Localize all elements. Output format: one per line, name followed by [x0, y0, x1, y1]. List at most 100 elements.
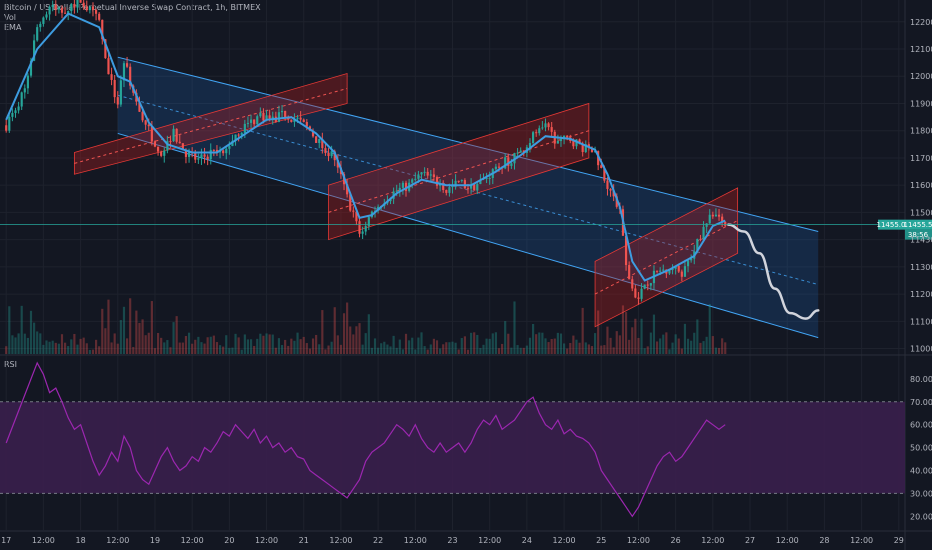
volume-bar	[609, 337, 612, 354]
volume-bar	[82, 337, 85, 354]
countdown-label: 38:56	[908, 231, 929, 239]
candle-body	[67, 11, 70, 14]
ema-line	[5, 12, 726, 282]
volume-bar	[569, 342, 572, 354]
volume-bar	[336, 335, 339, 354]
candle-body	[42, 17, 45, 24]
candle-body	[36, 27, 39, 41]
candle-body	[649, 283, 652, 286]
volume-bar	[110, 342, 113, 354]
volume-bar	[11, 335, 14, 354]
candle-body	[435, 177, 439, 186]
candle-body	[169, 141, 172, 143]
volume-bar	[404, 333, 408, 354]
volume-bar	[107, 299, 110, 354]
volume-bar	[194, 339, 197, 354]
volume-bar	[113, 333, 116, 354]
volume-bar	[482, 344, 485, 354]
candle-body	[116, 97, 119, 105]
volume-bar	[578, 342, 581, 354]
candle-body	[336, 160, 339, 168]
volume-bar	[132, 347, 135, 354]
candle-body	[414, 178, 417, 180]
volume-bar	[395, 347, 398, 354]
candle-body	[346, 184, 349, 195]
rsi-tick-label: 50.00	[910, 444, 932, 453]
volume-label: Vol	[4, 13, 16, 22]
volume-bar	[680, 348, 683, 354]
time-axis[interactable]: 17 12:00 18 12:00 19 12:00 20 12:00 21 12:00 22 12:…	[1, 536, 904, 545]
candle-body	[327, 152, 330, 157]
candle-body	[683, 266, 687, 277]
candle-body	[538, 128, 541, 134]
candle-body	[172, 128, 175, 142]
candle-body	[246, 122, 250, 124]
volume-bar	[686, 338, 690, 354]
candle-body	[265, 115, 268, 121]
volume-bar	[618, 335, 621, 354]
volume-bar	[73, 333, 76, 354]
volume-bar	[655, 341, 659, 354]
volume-bar	[640, 318, 643, 354]
candle-body	[628, 265, 631, 280]
volume-bar	[215, 342, 219, 354]
volume-bar	[231, 347, 234, 354]
candle-body	[578, 139, 581, 144]
candle-body	[333, 151, 336, 161]
volume-bar	[94, 339, 98, 354]
volume-bar	[20, 305, 23, 354]
volume-bar	[634, 318, 637, 354]
volume-bar	[203, 343, 206, 354]
volume-bar	[668, 349, 671, 354]
candle-body	[76, 0, 79, 8]
volume-bar	[600, 345, 603, 354]
price-axis[interactable]: 11000.0 11100.0 11200.0 11300.0 11430.0 11500…	[910, 18, 932, 521]
candle-body	[702, 226, 705, 240]
price-tick-label: 11800.0	[910, 127, 932, 136]
candle-body	[153, 141, 157, 147]
candle-body	[659, 270, 662, 272]
candle-body	[550, 127, 553, 132]
candle-body	[624, 235, 628, 266]
candle-body	[184, 149, 188, 157]
time-tick-label: 12:00	[478, 536, 501, 545]
candle-body	[609, 188, 612, 191]
volume-bar	[442, 344, 445, 354]
candle-body	[516, 152, 519, 154]
volume-bar	[144, 335, 147, 354]
volume-bar	[122, 306, 126, 354]
candle-body	[287, 117, 290, 120]
time-tick-label: 23	[447, 536, 457, 545]
candle-body	[194, 153, 197, 160]
volume-bar	[411, 337, 414, 354]
volume-bar	[259, 333, 262, 354]
volume-bar	[420, 332, 423, 354]
volume-bar	[311, 338, 315, 354]
candle-body	[8, 116, 11, 131]
candle-body	[200, 154, 203, 159]
volume-bar	[553, 338, 556, 354]
volume-bar	[67, 346, 70, 354]
volume-bar	[76, 344, 79, 354]
candle-body	[23, 88, 26, 93]
candle-body	[104, 39, 107, 59]
volume-bar	[572, 335, 575, 354]
candle-body	[705, 223, 708, 227]
candle-body	[655, 270, 659, 272]
volume-bar	[528, 337, 532, 354]
candle-body	[535, 132, 538, 134]
volume-bar	[262, 335, 265, 354]
volume-bar	[544, 338, 547, 354]
candle-body	[721, 216, 724, 222]
volume-bar	[494, 332, 497, 354]
volume-bar	[249, 339, 253, 354]
volume-bar	[318, 344, 321, 354]
candle-body	[268, 115, 271, 119]
volume-bar	[29, 310, 33, 354]
volume-bar	[584, 342, 587, 354]
volume-bar	[54, 342, 57, 354]
candle-body	[662, 269, 665, 271]
time-tick-label: 29	[894, 536, 904, 545]
candle-body	[5, 125, 8, 131]
